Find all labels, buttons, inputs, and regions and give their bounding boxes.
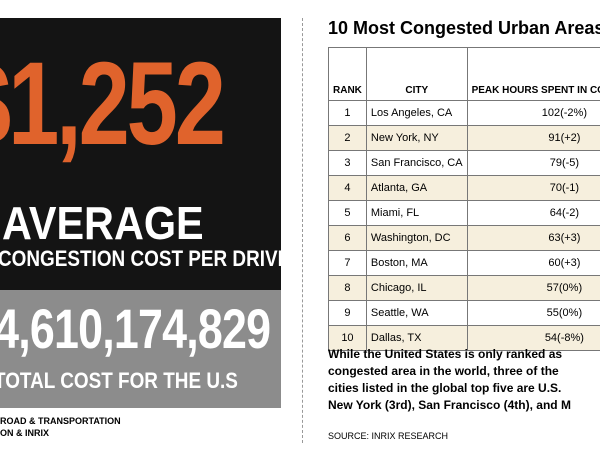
table-cell: 63(+3) — [466, 225, 600, 251]
table-row: 7 Boston, MA 60(+3) — [328, 250, 600, 276]
header-cell: CITY — [365, 47, 468, 101]
table-cell: 5 — [328, 200, 367, 226]
gray-panel: $4,610,174,829 TOTAL COST FOR THE U.S — [0, 290, 281, 408]
table-title: 10 Most Congested Urban Areas — [328, 18, 600, 38]
table-cell: 102(-2%) — [466, 100, 600, 126]
table-cell: Boston, MA — [365, 250, 468, 276]
table-cell: 70(-1) — [466, 175, 600, 201]
table-row: 10 Dallas, TX 54(-8%) — [328, 325, 600, 351]
table-cell: 55(0%) — [466, 300, 600, 326]
table-cell: Los Angeles, CA — [365, 100, 468, 126]
cost-per-driver: $1,252 — [0, 38, 226, 170]
table-cell: 91(+2) — [466, 125, 600, 151]
table-row: 4 Atlanta, GA 70(-1) — [328, 175, 600, 201]
table-row: 8 Chicago, IL 57(0%) — [328, 275, 600, 301]
table-cell: Washington, DC — [365, 225, 468, 251]
header-cell: RANK — [328, 47, 367, 101]
table-cell: 54(-8%) — [466, 325, 600, 351]
table-cell: 9 — [328, 300, 367, 326]
table-body: 1 Los Angeles, CA 102(-2%) 2 New York, NY 91(… — [328, 100, 600, 351]
table-cell: 64(-2) — [466, 200, 600, 226]
table-cell: 10 — [328, 325, 367, 351]
table-cell: 6 — [328, 225, 367, 251]
cost-label: CONGESTION COST PER DRIVER — [0, 246, 281, 271]
divider — [302, 18, 303, 443]
table-cell: Atlanta, GA — [365, 175, 468, 201]
table-cell: Miami, FL — [365, 200, 468, 226]
total-label: TOTAL COST FOR THE U.S — [0, 368, 238, 393]
table-wrap: RANK CITY PEAK HOURS SPENT IN CONGESTION… — [328, 47, 600, 351]
table-cell: Seattle, WA — [365, 300, 468, 326]
table-cell: 2 — [328, 125, 367, 151]
note-line: cities listed in the global top five are… — [328, 381, 562, 395]
table-row: 5 Miami, FL 64(-2) — [328, 200, 600, 226]
note: While the United States is only ranked a… — [328, 346, 600, 414]
header-row: RANK CITY PEAK HOURS SPENT IN CONGESTION — [328, 47, 600, 101]
table-cell: 8 — [328, 275, 367, 301]
source-line: ROAD & TRANSPORTATION — [0, 416, 121, 426]
right-source: SOURCE: INRIX RESEARCH — [328, 431, 449, 441]
table-row: 9 Seattle, WA 55(0%) — [328, 300, 600, 326]
source-line: ON & INRIX — [0, 428, 50, 438]
table-cell: 7 — [328, 250, 367, 276]
note-line: congested area in the world, three of th… — [328, 364, 559, 378]
table-row: 6 Washington, DC 63(+3) — [328, 225, 600, 251]
left-source: ROAD & TRANSPORTATION ON & INRIX — [0, 415, 121, 439]
table-cell: San Francisco, CA — [365, 150, 468, 176]
note-line: New York (3rd), San Francisco (4th), and… — [328, 398, 571, 412]
table-cell: 60(+3) — [466, 250, 600, 276]
table-cell: 1 — [328, 100, 367, 126]
table-cell: Chicago, IL — [365, 275, 468, 301]
header-cell: PEAK HOURS SPENT IN CONGESTION — [466, 47, 600, 101]
table-cell: 4 — [328, 175, 367, 201]
table-cell: 57(0%) — [466, 275, 600, 301]
average-label: AVERAGE — [2, 197, 204, 249]
table-row: 3 San Francisco, CA 79(-5) — [328, 150, 600, 176]
table-cell: New York, NY — [365, 125, 468, 151]
congestion-table: RANK CITY PEAK HOURS SPENT IN CONGESTION… — [328, 47, 600, 351]
total-cost: $4,610,174,829 — [0, 297, 271, 360]
note-line: While the United States is only ranked a… — [328, 347, 563, 361]
table-row: 1 Los Angeles, CA 102(-2%) — [328, 100, 600, 126]
black-panel: $1,252 AVERAGE CONGESTION COST PER DRIVE… — [0, 18, 281, 290]
table-row: 2 New York, NY 91(+2) — [328, 125, 600, 151]
table-cell: 3 — [328, 150, 367, 176]
table-cell: 79(-5) — [466, 150, 600, 176]
